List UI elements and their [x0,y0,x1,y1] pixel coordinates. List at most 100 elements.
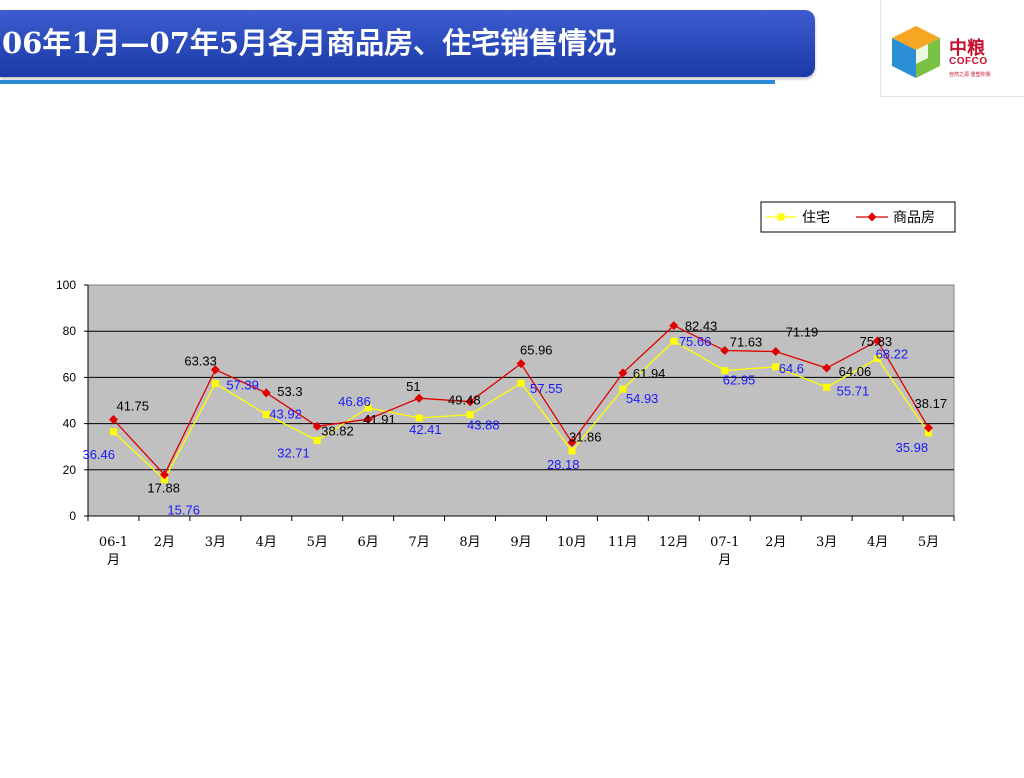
x-tick-label: 4月 [867,535,888,550]
commercial-data-label: 65.96 [520,343,553,358]
commercial-data-label: 17.88 [147,481,180,496]
x-tick-label: 2月 [765,535,786,550]
residential-data-label: 46.86 [338,394,371,409]
commercial-point [567,437,577,447]
residential-point [313,436,321,444]
commercial-data-label: 38.17 [915,396,948,411]
legend-commercial-label: 商品房 [893,210,935,226]
y-tick-label: 20 [63,463,77,477]
commercial-point [618,368,628,378]
residential-data-label: 35.98 [896,440,929,455]
residential-data-label: 43.92 [269,407,302,422]
commercial-point [669,321,679,331]
commercial-point [516,359,526,369]
commercial-point [108,415,118,425]
residential-point [109,428,117,436]
commercial-data-label: 41.91 [363,412,396,427]
residential-data-label: 75.66 [679,334,712,349]
commercial-data-label: 63.33 [184,354,217,369]
residential-point [262,411,270,419]
commercial-point [363,414,373,424]
x-tick-label: 7月 [408,535,429,550]
residential-point [211,379,219,387]
x-tick-label: 5月 [307,535,328,550]
commercial-data-label: 49.48 [448,393,481,408]
x-tick-label: 06-1 月 [99,535,128,568]
title-underline [0,80,775,84]
chart-legend: 住宅 商品房 [760,201,956,233]
cofco-cube-icon [892,26,940,78]
x-tick-label: 6月 [358,535,379,550]
title-bar [0,10,815,77]
commercial-point [414,393,424,403]
commercial-data-label: 71.63 [730,335,763,350]
residential-point [619,385,627,393]
logo-english-text: COFCO [949,56,988,67]
x-tick-label: 5月 [918,535,939,550]
commercial-data-label: 38.82 [321,423,354,438]
residential-data-label: 64.6 [779,361,804,376]
commercial-point [159,470,169,480]
x-tick-label: 10月 [557,535,587,550]
commercial-point [261,388,271,398]
residential-point [415,414,423,422]
y-tick-label: 40 [63,417,77,431]
x-tick-label: 11月 [608,535,638,550]
residential-point [670,337,678,345]
residential-point [874,354,882,362]
residential-point [364,404,372,412]
logo-chinese-text: 中粮 [949,38,985,59]
residential-point [466,411,474,419]
y-tick-label: 60 [63,370,77,384]
residential-data-label: 15.76 [167,503,200,518]
commercial-data-label: 82.43 [685,319,718,334]
residential-data-label: 42.41 [409,422,442,437]
legend-residential-label: 住宅 [802,210,830,226]
commercial-data-label: 41.75 [116,399,149,414]
commercial-point [720,346,730,356]
residential-data-label: 32.71 [277,445,310,460]
y-tick-label: 100 [56,278,76,292]
residential-data-label: 55.71 [837,383,870,398]
commercial-data-label: 64.06 [839,364,872,379]
residential-data-label: 36.46 [82,447,115,462]
page-title: 06年1月—07年5月各月商品房、住宅销售情况 [2,26,617,60]
y-tick-label: 0 [69,509,76,523]
residential-data-label: 57.55 [530,381,563,396]
commercial-point [822,363,832,373]
residential-point [568,447,576,455]
x-tick-label: 3月 [816,535,837,550]
legend-commercial-marker [867,212,877,222]
logo-tagline: 自然之源 重塑你我 [949,72,991,78]
commercial-data-label: 71.19 [786,325,819,340]
x-tick-label: 8月 [459,535,480,550]
residential-point [517,379,525,387]
commercial-point [465,397,475,407]
commercial-point [924,423,934,433]
x-tick-label: 3月 [205,535,226,550]
commercial-point [873,336,883,346]
commercial-data-label: 61.94 [633,366,666,381]
residential-point [823,383,831,391]
commercial-data-label: 75.83 [860,334,893,349]
y-tick-label: 80 [63,324,77,338]
x-tick-label: 4月 [256,535,277,550]
x-tick-label: 2月 [154,535,175,550]
legend-residential-marker [777,213,785,221]
plot-area [87,284,955,517]
residential-data-label: 62.95 [723,373,756,388]
cofco-logo: 中粮 COFCO 自然之源 重塑你我 [880,0,1024,97]
commercial-data-label: 51 [406,379,420,394]
residential-data-label: 54.93 [626,391,659,406]
residential-point [772,363,780,371]
residential-data-label: 57.39 [226,377,259,392]
residential-data-label: 28.18 [547,457,580,472]
residential-data-label: 43.88 [467,418,500,433]
residential-data-label: 68.22 [876,346,909,361]
residential-point [925,429,933,437]
commercial-point [771,347,781,357]
commercial-point [312,421,322,431]
x-tick-label: 07-1 月 [710,535,739,568]
commercial-data-label: 53.3 [277,384,302,399]
